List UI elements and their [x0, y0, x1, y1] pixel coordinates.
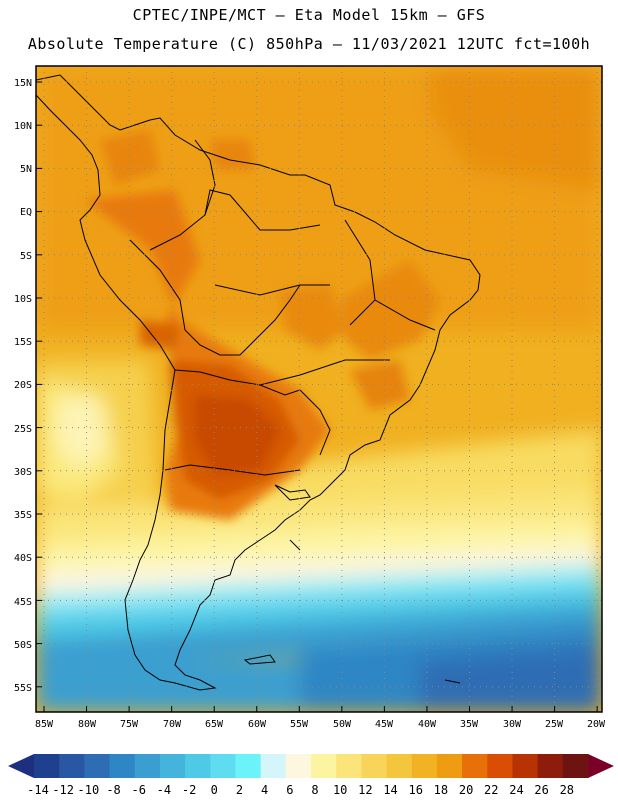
lon-label: 80W: [78, 719, 97, 730]
colorbar-swatch: [134, 754, 161, 778]
colorbar-low-arrow: [8, 754, 34, 778]
lat-label: 30S: [14, 467, 32, 478]
lat-label: 5N: [20, 164, 32, 175]
colorbar-label: 14: [383, 783, 397, 797]
colorbar-label: 26: [534, 783, 548, 797]
colorbar-swatch: [562, 754, 589, 778]
colorbar-high-arrow: [588, 754, 614, 778]
colorbar-label: 6: [286, 783, 293, 797]
map-frame: [35, 65, 603, 713]
lat-label: 15S: [14, 337, 32, 348]
colorbar-swatch: [185, 754, 211, 778]
colorbar-label: 18: [434, 783, 448, 797]
colorbar-swatch: [462, 754, 488, 778]
lon-label: 85W: [35, 719, 54, 730]
colorbar-swatch: [537, 754, 564, 778]
colorbar-swatch: [210, 754, 236, 778]
lon-label: 45W: [375, 719, 394, 730]
lon-label: 55W: [290, 719, 309, 730]
lat-label: 25S: [14, 424, 32, 435]
temperature-field: [36, 66, 602, 712]
colorbar-label: -6: [132, 783, 146, 797]
colorbar-label: 0: [211, 783, 218, 797]
title-line-1: CPTEC/INPE/MCT – Eta Model 15km – GFS: [132, 6, 486, 24]
lat-label: 15N: [14, 78, 32, 89]
colorbar-swatch: [436, 754, 463, 778]
lon-label: 40W: [418, 719, 437, 730]
colorbar-swatch: [487, 754, 513, 778]
lon-label: 75W: [120, 719, 139, 730]
colorbar-label: -2: [182, 783, 196, 797]
lat-label: 40S: [14, 553, 32, 564]
colorbar-label: 20: [459, 783, 473, 797]
colorbar-swatch: [386, 754, 413, 778]
colorbar-swatch: [285, 754, 312, 778]
colorbar-swatch: [235, 754, 262, 778]
colorbar-swatch: [84, 754, 111, 778]
colorbar-label: 8: [311, 783, 318, 797]
lat-label: 5S: [20, 251, 32, 262]
colorbar-label: -8: [106, 783, 120, 797]
lon-label: 25W: [545, 719, 564, 730]
colorbar-swatch: [260, 754, 287, 778]
lon-label: 30W: [503, 719, 522, 730]
colorbar-label: -10: [78, 783, 100, 797]
colorbar-label: -4: [157, 783, 171, 797]
colorbar-label: 16: [409, 783, 423, 797]
colorbar-swatch: [109, 754, 136, 778]
colorbar: -14 -12 -10 -8 -6 -4 -2 0 2 4 6 8 10 12 14 16 18 20 22 24 26…: [8, 754, 614, 797]
colorbar-label: 24: [509, 783, 523, 797]
colorbar-swatch: [59, 754, 85, 778]
colorbar-label: 4: [261, 783, 268, 797]
lon-label: 60W: [248, 719, 267, 730]
title-line-2: Absolute Temperature (C) 850hPa – 11/03/…: [27, 35, 591, 53]
colorbar-label: 2: [236, 783, 243, 797]
lon-label: 35W: [460, 719, 479, 730]
latitude-labels: 15N 10N 5N EQ 5S 10S 15S 20S 25S 30S 35S…: [14, 78, 32, 694]
colorbar-label: 28: [560, 783, 574, 797]
coastlines: [36, 74, 481, 691]
lat-label: 10S: [14, 294, 32, 305]
colorbar-swatch: [311, 754, 337, 778]
lat-label: 10N: [14, 121, 32, 132]
lat-label: 35S: [14, 510, 32, 521]
colorbar-swatch: [512, 754, 539, 778]
colorbar-swatch: [34, 754, 60, 778]
longitude-labels: 85W 80W 75W 70W 65W 60W 55W 50W 45W 40W …: [35, 719, 606, 730]
lat-label: 55S: [14, 683, 32, 694]
colorbar-swatch: [361, 754, 388, 778]
colorbar-label: -12: [52, 783, 74, 797]
graticule: [36, 66, 602, 712]
lon-label: 70W: [163, 719, 182, 730]
colorbar-swatch: [336, 754, 362, 778]
lon-label: 20W: [587, 719, 606, 730]
lat-label: 50S: [14, 640, 32, 651]
colorbar-label: 10: [333, 783, 347, 797]
lat-label: EQ: [20, 207, 32, 218]
axis-ticks: [36, 81, 598, 712]
colorbar-label: 22: [484, 783, 498, 797]
colorbar-swatch: [411, 754, 438, 778]
colorbar-label: -14: [27, 783, 49, 797]
colorbar-swatch: [159, 754, 186, 778]
colorbar-label: 12: [358, 783, 372, 797]
lat-label: 45S: [14, 597, 32, 608]
lon-label: 50W: [333, 719, 352, 730]
lat-label: 20S: [14, 380, 32, 391]
lon-label: 65W: [205, 719, 224, 730]
